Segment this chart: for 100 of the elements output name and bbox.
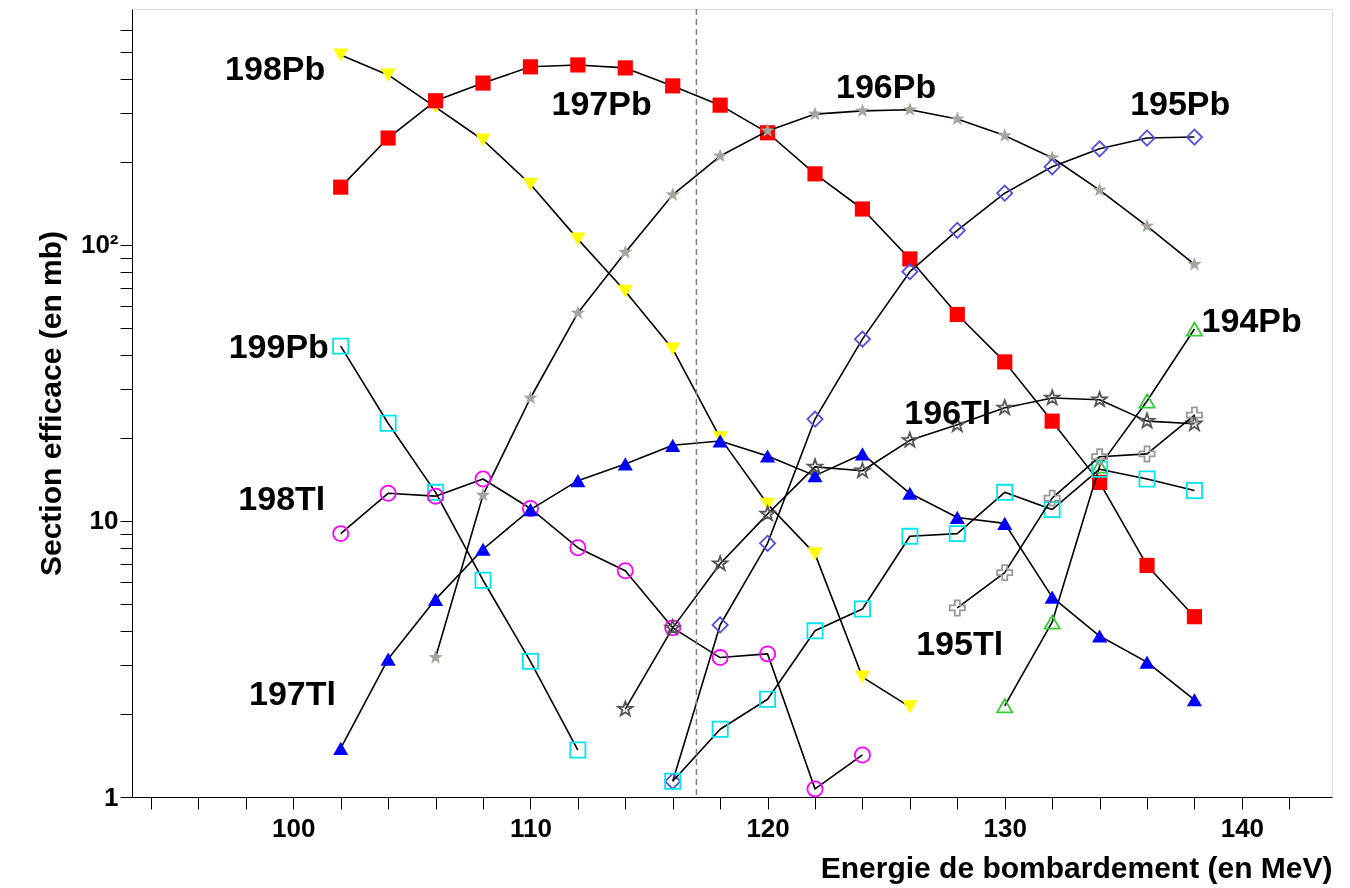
point [1185,128,1203,146]
point [665,438,681,452]
point [1185,321,1203,337]
series-label: 195Tl [916,624,1004,663]
point [807,166,823,182]
point [475,542,491,556]
point [1043,501,1061,519]
point [427,487,445,505]
point [1187,256,1202,271]
point [854,670,871,684]
point [1091,140,1109,158]
point [1185,406,1203,424]
point [853,330,871,348]
point [1044,413,1060,429]
point [1043,489,1061,507]
point [665,78,681,94]
point [855,103,870,118]
point [806,780,824,797]
point [617,457,633,471]
point [522,59,538,75]
point [807,547,823,561]
x-tick-label: 130 [983,812,1027,843]
point [570,232,586,246]
point [712,148,728,163]
point [996,399,1013,415]
point [759,645,777,663]
point [333,48,349,62]
point [1138,393,1156,409]
point [474,470,492,488]
point [902,700,918,714]
point [901,431,918,448]
point [474,571,492,589]
point [949,306,965,323]
series-label: 194Pb [1201,300,1302,339]
point [807,469,823,483]
point [427,93,444,109]
point [333,179,349,195]
point [996,698,1014,714]
point [950,111,965,126]
series-label: 198Tl [238,479,326,518]
point [1043,158,1061,176]
point [617,284,633,298]
point [853,600,871,618]
point [333,741,349,755]
point [996,483,1014,501]
point [1044,389,1061,406]
point [806,410,824,428]
point [1091,458,1109,474]
point [997,516,1013,530]
point [617,60,633,76]
series-label: 199Pb [228,326,329,365]
point [901,527,919,545]
point [949,510,965,525]
point [853,746,871,764]
point [665,187,680,201]
point [759,505,776,522]
point [759,534,777,552]
y-tick-label: 10 [89,505,119,536]
point [997,128,1012,142]
point [521,652,539,670]
point [1138,129,1156,147]
point [618,244,633,259]
point [1044,590,1060,604]
y-tick-label: 1 [104,781,119,812]
point [332,525,350,543]
point [1186,415,1203,431]
point [332,337,350,355]
point [711,616,729,634]
point [570,57,586,73]
point [380,130,396,146]
point [807,106,823,121]
point [948,599,966,617]
point [427,592,444,606]
series-label: 197Pb [551,84,652,123]
point [711,649,729,667]
point [854,462,871,478]
point [1138,412,1156,429]
point [901,263,919,281]
series-label: 197Tl [249,674,336,713]
x-axis-title: Energie de bombardement (en MeV) [820,850,1333,884]
point [711,720,729,738]
point [1185,481,1203,499]
point [1092,629,1108,643]
point [948,221,966,239]
point [902,251,918,267]
point [1091,460,1109,478]
point [475,75,491,91]
x-tick-label: 140 [1220,812,1265,843]
point [759,690,777,708]
point [1043,614,1061,630]
point [1139,557,1155,574]
point [427,483,445,501]
point [902,486,918,500]
point [854,201,871,217]
point [380,652,396,666]
point [570,474,586,488]
point [806,622,824,640]
point [569,741,587,759]
point [475,487,491,502]
point [570,305,586,320]
